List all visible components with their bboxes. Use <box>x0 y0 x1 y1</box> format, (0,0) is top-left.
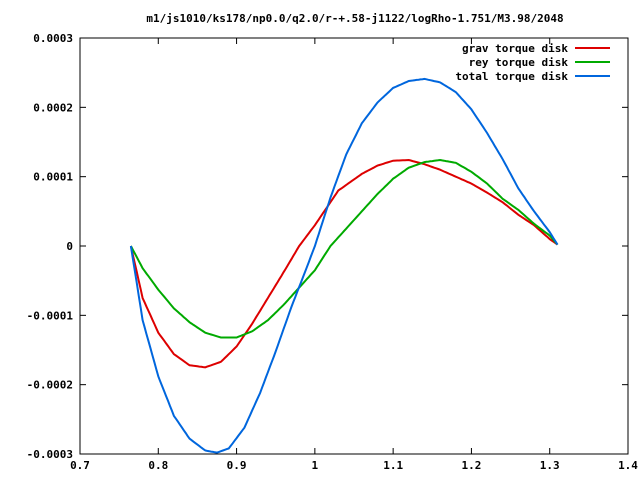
plot-frame <box>79 37 629 455</box>
y-tick-label: 0 <box>66 240 73 253</box>
x-tick-label: 1.3 <box>540 459 560 472</box>
x-tick-label: 1.1 <box>383 459 403 472</box>
y-tick-label: 0.0002 <box>33 101 73 114</box>
series-line-3 <box>129 77 559 454</box>
y-tick-label: -0.0001 <box>27 309 74 322</box>
plot-series <box>129 77 559 454</box>
y-tick-label: 0.0001 <box>33 171 73 184</box>
chart-title: m1/js1010/ks178/np0.0/q2.0/r-+.58-j1122/… <box>146 12 563 25</box>
axes: 0.7 0.8 0.9 1 1.1 1.2 1.3 1.4 -0.0003 -0.0002 -0.0… <box>27 32 639 472</box>
y-tick-label: -0.0002 <box>27 379 73 392</box>
x-tick-label: 1 <box>312 459 319 472</box>
legend-label: rey torque disk <box>469 56 569 69</box>
y-tick-label: -0.0003 <box>27 448 73 461</box>
y-tick-label: 0.0003 <box>33 32 73 45</box>
series-line-2 <box>130 158 559 339</box>
x-tick-label: 0.7 <box>70 459 90 472</box>
x-tick-label: 1.4 <box>618 459 638 472</box>
x-tick-label: 0.9 <box>227 459 247 472</box>
series-line-1 <box>129 158 559 369</box>
legend-label: total torque disk <box>455 70 568 83</box>
legend-label: grav torque disk <box>462 42 568 55</box>
x-tick-label: 0.8 <box>148 459 168 472</box>
x-tick-label: 1.2 <box>461 459 481 472</box>
